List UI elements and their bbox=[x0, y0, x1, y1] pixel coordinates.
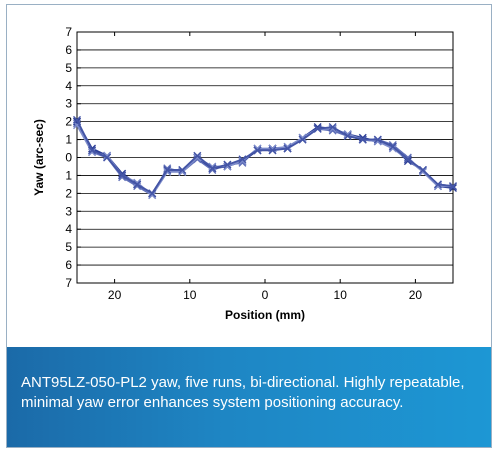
y-tick-label-1: 6 bbox=[65, 43, 72, 57]
series-4-point-2 bbox=[103, 153, 112, 162]
series-4-point-7 bbox=[178, 166, 187, 175]
figure-card: 7 6 5 4 3 2 1 0 1 2 3 4 5 6 7 20 10 0 10 20 Position (mm) Yaw… bbox=[6, 4, 492, 448]
y-tick-label-0: 7 bbox=[65, 25, 72, 39]
caption-band: ANT95LZ-050-PL2 yaw, five runs, bi-direc… bbox=[7, 347, 491, 447]
series-3-point-2 bbox=[103, 151, 112, 160]
series-4-point-14 bbox=[283, 144, 292, 153]
series-4-point-18 bbox=[343, 131, 352, 140]
series-4-point-17 bbox=[328, 123, 337, 132]
y-tick-label-4: 3 bbox=[65, 97, 72, 111]
series-4-point-22 bbox=[403, 155, 412, 164]
series-4-point-25 bbox=[449, 182, 457, 191]
series-4-point-11 bbox=[238, 155, 247, 164]
y-tick-label-11: 4 bbox=[65, 222, 72, 236]
series-4-point-20 bbox=[373, 135, 382, 144]
chart-area: 7 6 5 4 3 2 1 0 1 2 3 4 5 6 7 20 10 0 10 20 Position (mm) Yaw… bbox=[7, 5, 491, 347]
series-4-point-6 bbox=[163, 166, 172, 175]
y-axis-label: Yaw (arc-sec) bbox=[32, 119, 46, 196]
y-tick-label-9: 2 bbox=[65, 186, 72, 200]
x-tick-label-2: 0 bbox=[262, 288, 269, 302]
y-tick-label-5: 2 bbox=[65, 115, 72, 129]
series-4-point-12 bbox=[253, 146, 262, 155]
series-4-point-3 bbox=[118, 171, 127, 180]
x-axis-label: Position (mm) bbox=[225, 308, 305, 322]
y-tick-label-12: 5 bbox=[65, 240, 72, 254]
series-line-4 bbox=[76, 119, 454, 195]
y-tick-label-7: 0 bbox=[65, 151, 72, 165]
series-4-point-4 bbox=[133, 180, 142, 189]
x-tick-label-1: 10 bbox=[183, 288, 197, 302]
series-4-point-0 bbox=[73, 115, 81, 124]
y-tick-label-2: 5 bbox=[65, 61, 72, 75]
y-tick-label-6: 1 bbox=[65, 133, 72, 147]
y-tick-label-8: 1 bbox=[65, 168, 72, 182]
series-4-point-19 bbox=[358, 135, 367, 144]
series-4-point-15 bbox=[298, 135, 307, 144]
series-4-point-10 bbox=[223, 160, 232, 169]
x-tick-label-4: 20 bbox=[409, 288, 423, 302]
y-tick-label-13: 6 bbox=[65, 258, 72, 272]
series-4-point-9 bbox=[208, 164, 217, 173]
series-4-point-1 bbox=[88, 146, 97, 155]
series-3-point-8 bbox=[193, 153, 202, 162]
series-4-point-24 bbox=[433, 180, 442, 189]
figure-caption: ANT95LZ-050-PL2 yaw, five runs, bi-direc… bbox=[21, 374, 465, 411]
y-tick-label-10: 3 bbox=[65, 204, 72, 218]
series-4-point-5 bbox=[148, 189, 157, 198]
series-4-point-23 bbox=[418, 166, 427, 175]
series-2-point-22 bbox=[403, 157, 412, 166]
series-3-point-23 bbox=[418, 167, 427, 176]
x-tick-label-0: 20 bbox=[108, 288, 122, 302]
series-3-point-1 bbox=[88, 148, 97, 157]
x-tick-label-3: 10 bbox=[334, 288, 348, 302]
series-4-point-13 bbox=[268, 146, 277, 155]
series-4-point-16 bbox=[313, 124, 322, 133]
series-4-point-21 bbox=[388, 142, 397, 151]
series-3-point-9 bbox=[208, 162, 217, 171]
y-tick-label-3: 4 bbox=[65, 79, 72, 93]
y-tick-label-14: 7 bbox=[65, 276, 72, 290]
series-4-point-8 bbox=[193, 151, 202, 160]
